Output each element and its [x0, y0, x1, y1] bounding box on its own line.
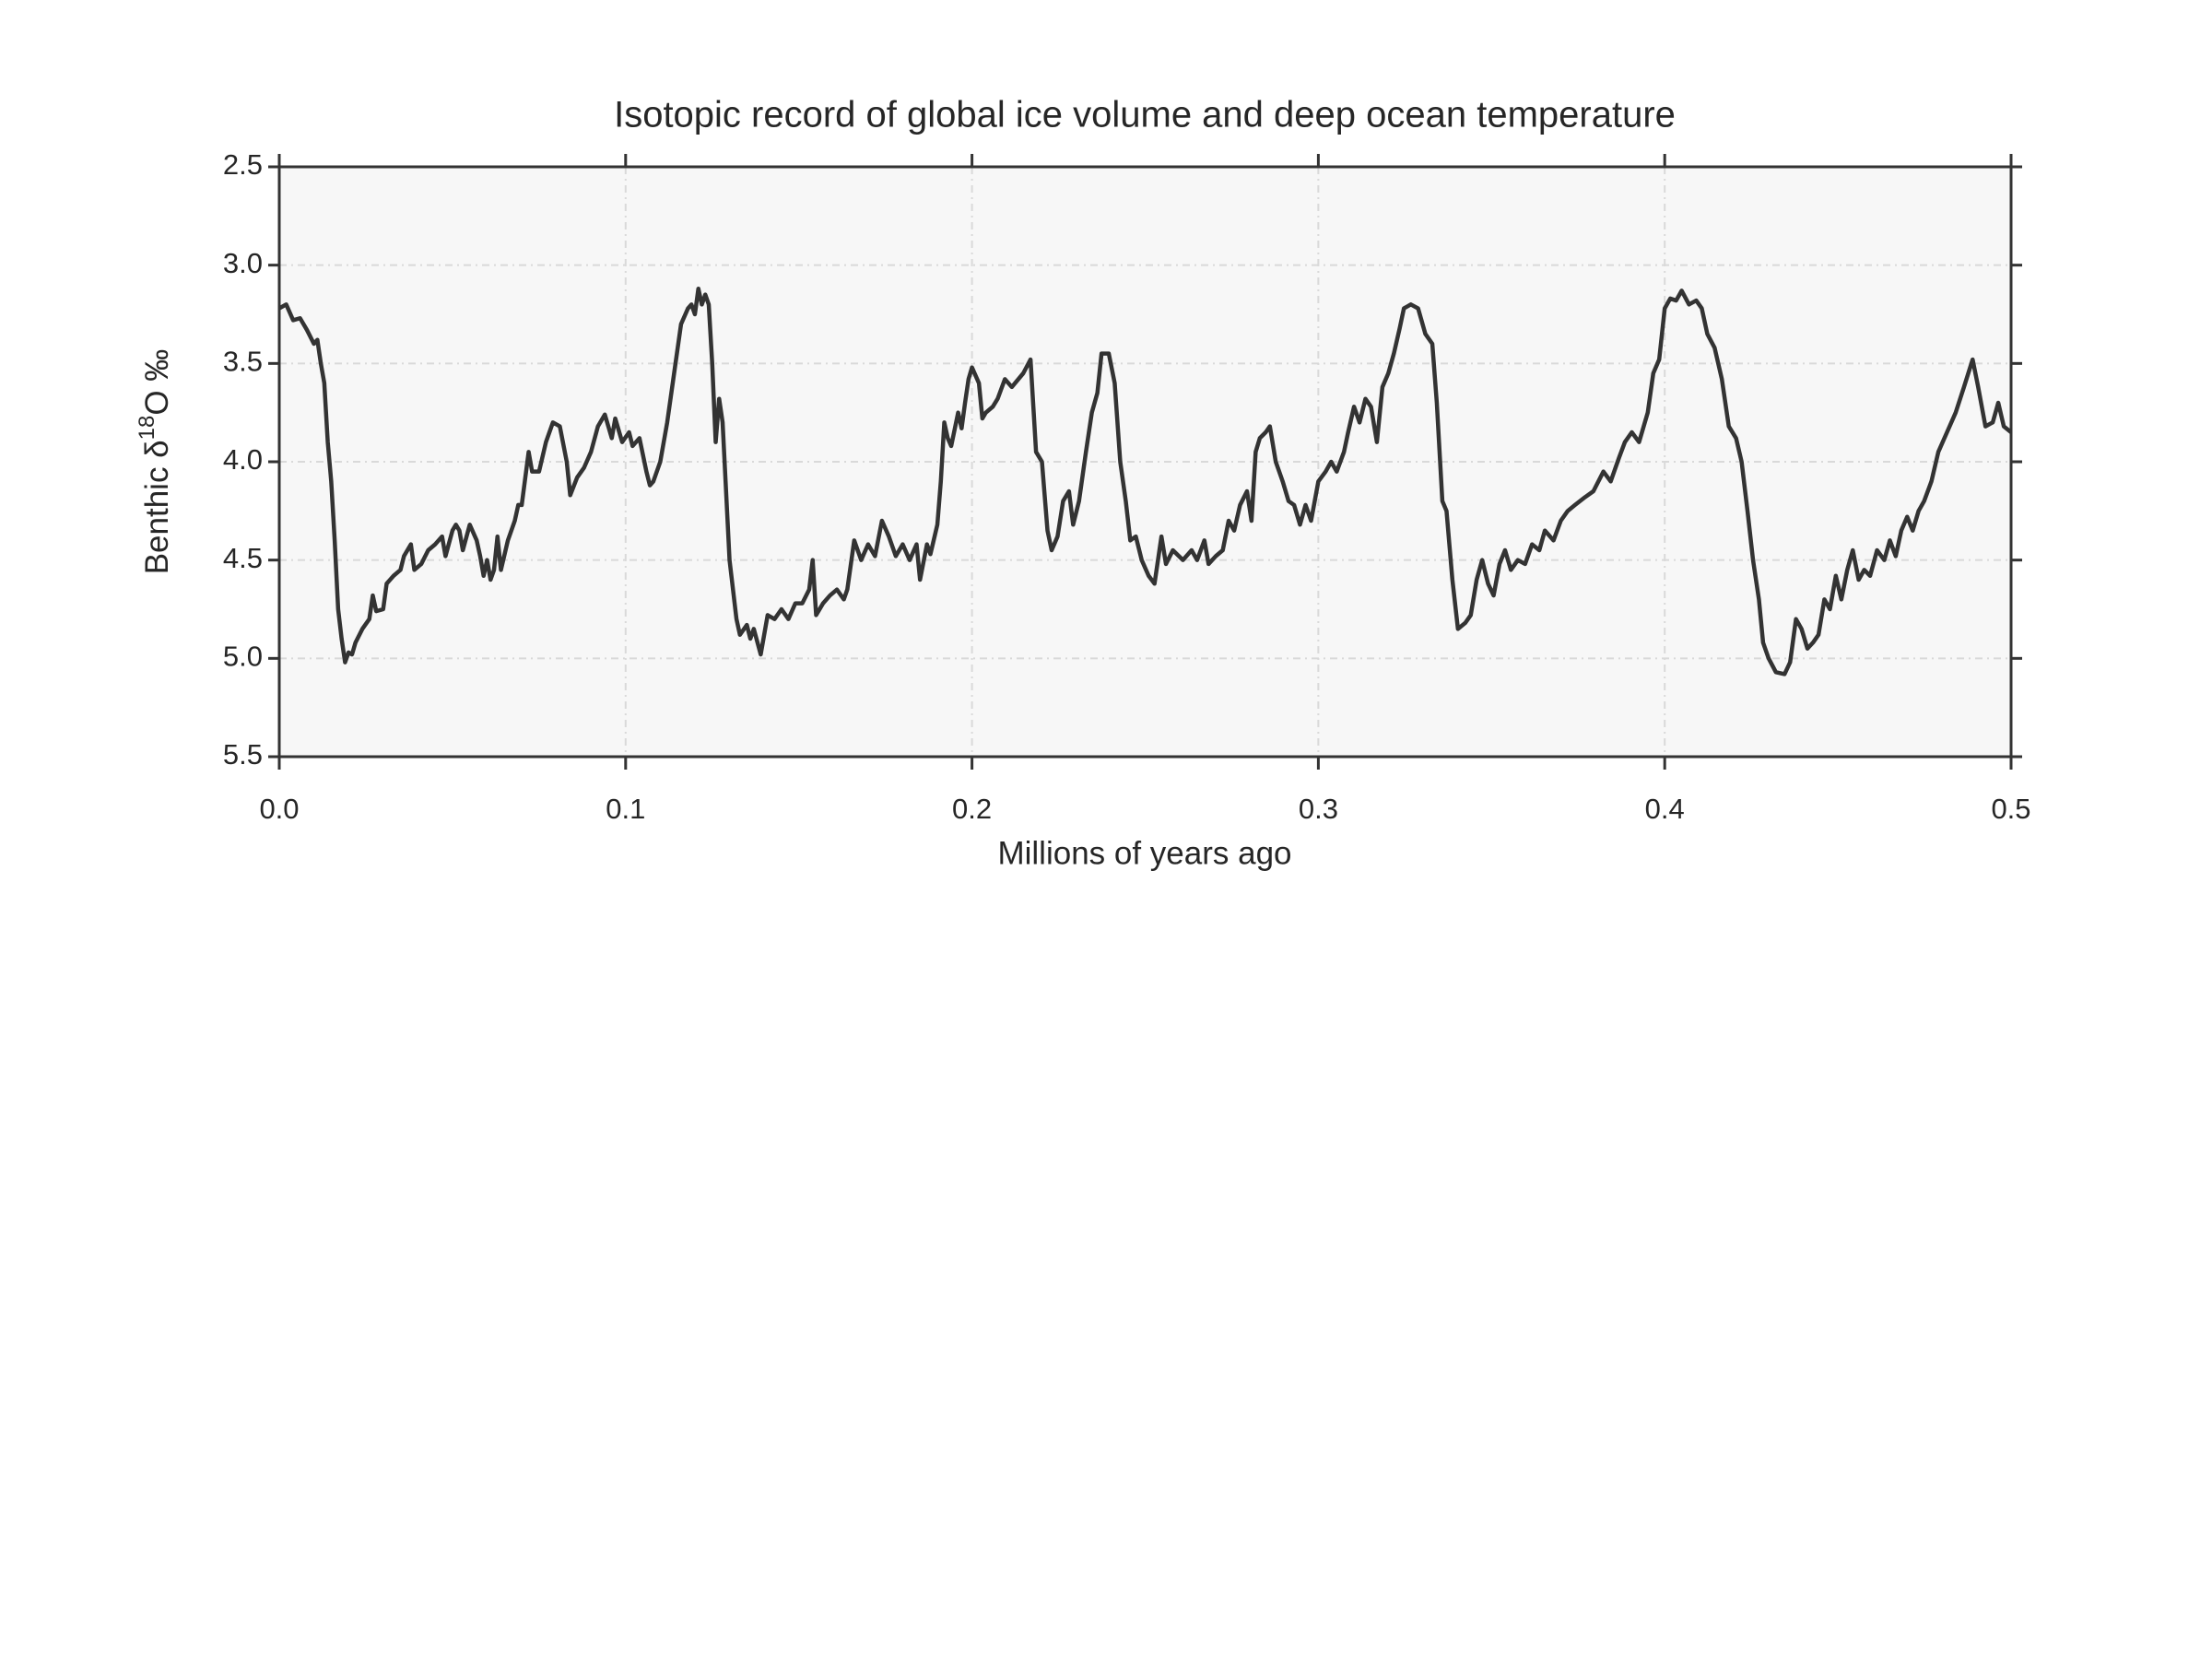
chart-title: Isotopic record of global ice volume and… [614, 95, 1676, 135]
y-tick-label: 5.5 [223, 738, 263, 771]
x-tick-label: 0.0 [259, 793, 299, 825]
x-tick-label: 0.5 [1991, 793, 2030, 825]
x-tick-label: 0.2 [952, 793, 992, 825]
data-line [277, 287, 2013, 677]
y-tick-label: 4.5 [223, 542, 263, 574]
y-tick-label: 3.5 [223, 346, 263, 378]
x-tick-label: 0.3 [1299, 793, 1338, 825]
y-axis-label-sup: 18 [135, 416, 159, 441]
y-tick-label: 3.0 [223, 247, 263, 279]
x-axis-label: Millions of years ago [997, 835, 1291, 871]
y-tick-label: 5.0 [223, 641, 263, 673]
y-axis-label-part: O ‰ [139, 349, 175, 416]
x-tick-label: 0.4 [1645, 793, 1685, 825]
y-tick-label: 4.0 [223, 443, 263, 476]
y-axis-label: Benthic δ18O ‰ [135, 349, 175, 575]
axes-frame [277, 165, 2013, 759]
y-tick-label: 2.5 [223, 148, 263, 181]
x-tick-label: 0.1 [606, 793, 645, 825]
y-axis-label-part: Benthic δ [139, 440, 175, 574]
